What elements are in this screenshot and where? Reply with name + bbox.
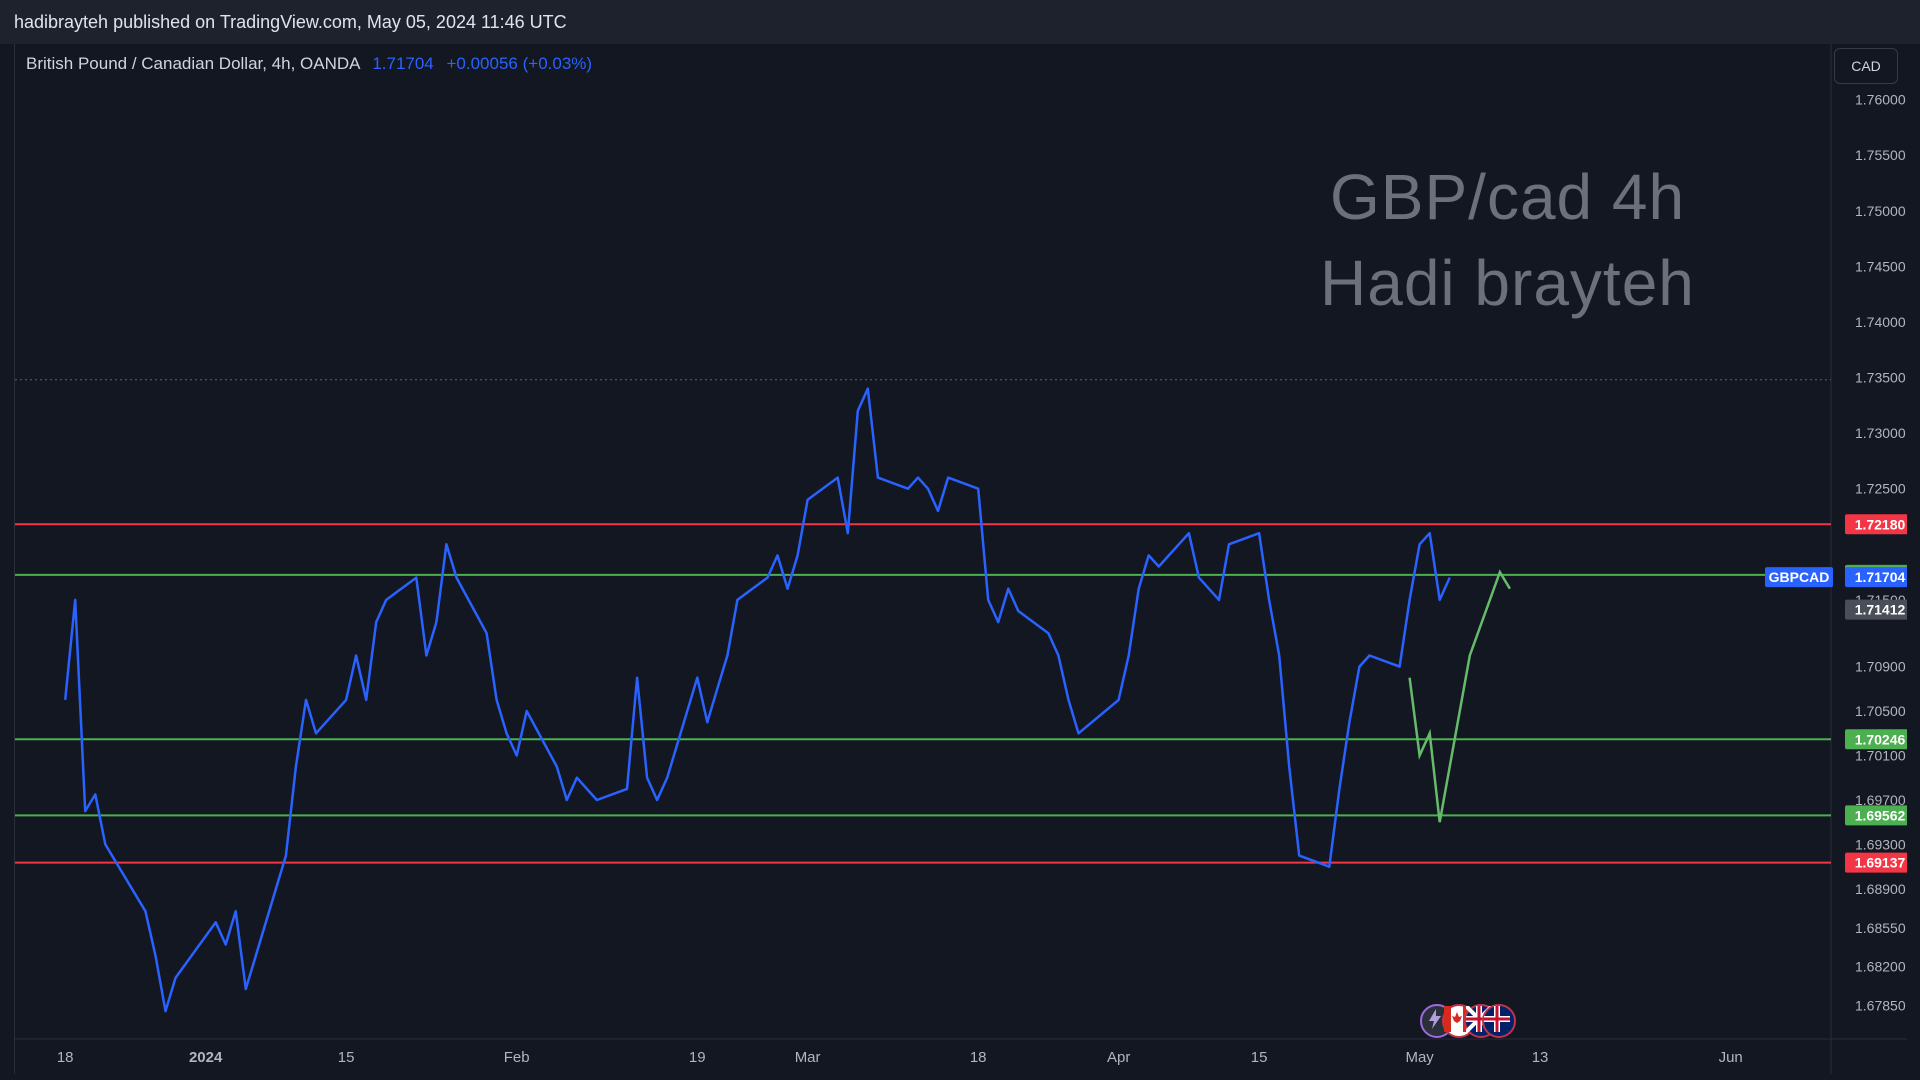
price-chart[interactable]: 1.76000 1.75500 1.75000 1.74500 1.74000 1.735… bbox=[15, 44, 1907, 1074]
grid-layer bbox=[15, 44, 1907, 1074]
x-tick-label: 18 bbox=[970, 1049, 987, 1066]
price-series-line[interactable] bbox=[63, 387, 1451, 1013]
price-change-value: +0.00056 (+0.03%) bbox=[446, 54, 593, 73]
gray-tag-tag[interactable]: 1.71412 bbox=[1845, 599, 1907, 620]
symbol-price-tag-bg bbox=[1765, 567, 1833, 588]
watermark-author: Hadi brayteh bbox=[1320, 247, 1695, 319]
x-tick-label: 13 bbox=[1532, 1049, 1549, 1066]
label-layer: 1.721801.717251.702461.695621.69137GBPCA… bbox=[1765, 514, 1907, 873]
level-price-tag-text: 1.69562 bbox=[1855, 807, 1906, 823]
currency-button[interactable]: CAD bbox=[1834, 48, 1898, 84]
y-tick-label: 1.70500 bbox=[1855, 703, 1906, 719]
last-price-value: 1.71704 bbox=[372, 54, 434, 73]
y-tick-label: 1.68200 bbox=[1855, 959, 1906, 975]
y-tick-label: 1.73000 bbox=[1855, 425, 1906, 441]
y-tick-label: 1.67850 bbox=[1855, 998, 1906, 1014]
publisher-text: hadibrayteh published on TradingView.com… bbox=[14, 12, 567, 32]
x-tick-label: Apr bbox=[1107, 1049, 1130, 1066]
level-price-tag-text: 1.72180 bbox=[1855, 516, 1906, 532]
y-tick-label: 1.68550 bbox=[1855, 920, 1906, 936]
y-tick-label: 1.69700 bbox=[1855, 792, 1906, 808]
symbol-name[interactable]: British Pound / Canadian Dollar, 4h, OAN… bbox=[26, 54, 360, 73]
y-tick-label: 1.76000 bbox=[1855, 92, 1906, 108]
x-tick-label: May bbox=[1405, 1049, 1434, 1066]
level-price-tag[interactable]: 1.69562 bbox=[1845, 805, 1907, 826]
last-price-tag[interactable]: 1.71704 bbox=[1845, 567, 1907, 588]
symbol-price-tag[interactable]: GBPCAD bbox=[1765, 567, 1833, 588]
series-layer bbox=[63, 387, 1511, 1013]
last-price-tag-text: 1.71704 bbox=[1855, 569, 1906, 585]
level-price-tag[interactable]: 1.70246 bbox=[1845, 729, 1907, 750]
x-tick-label: 2024 bbox=[189, 1049, 223, 1066]
uk-flag-icon[interactable] bbox=[1482, 1004, 1516, 1038]
level-price-tag-bg bbox=[1845, 852, 1907, 873]
level-price-tag-bg bbox=[1845, 805, 1907, 826]
level-price-tag-text: 1.70246 bbox=[1855, 731, 1906, 747]
level-price-tag-bg bbox=[1845, 729, 1907, 750]
chart-frame[interactable]: 1.76000 1.75500 1.75000 1.74500 1.74000 1.735… bbox=[14, 44, 1907, 1074]
x-tick-label: 15 bbox=[1251, 1049, 1268, 1066]
y-tick-label: 1.75500 bbox=[1855, 147, 1906, 163]
level-price-tag[interactable]: 1.72180 bbox=[1845, 514, 1907, 535]
y-tick-label: 1.70100 bbox=[1855, 748, 1906, 764]
level-price-tag-text: 1.69137 bbox=[1855, 855, 1906, 871]
gray-tag-tag-bg bbox=[1845, 599, 1907, 620]
y-tick-label: 1.74000 bbox=[1855, 314, 1906, 330]
y-tick-label: 1.70900 bbox=[1855, 659, 1906, 675]
level-price-tag[interactable]: 1.69137 bbox=[1845, 852, 1907, 873]
y-tick-label: 1.74500 bbox=[1855, 258, 1906, 274]
x-tick-label: 18 bbox=[57, 1049, 74, 1066]
gray-tag-tag-text: 1.71412 bbox=[1855, 602, 1906, 618]
y-tick-label: 1.68900 bbox=[1855, 881, 1906, 897]
symbol-legend[interactable]: British Pound / Canadian Dollar, 4h, OAN… bbox=[26, 54, 592, 74]
y-tick-label: 1.72500 bbox=[1855, 481, 1906, 497]
x-tick-label: 15 bbox=[338, 1049, 355, 1066]
x-tick-label: Jun bbox=[1719, 1049, 1743, 1066]
y-tick-label: 1.69300 bbox=[1855, 836, 1906, 852]
y-tick-label: 1.75000 bbox=[1855, 203, 1906, 219]
axis-layer: 1.76000 1.75500 1.75000 1.74500 1.74000 1.735… bbox=[57, 92, 1906, 1066]
symbol-price-tag-text: GBPCAD bbox=[1769, 569, 1830, 585]
last-price-tag-bg bbox=[1845, 567, 1907, 588]
publisher-bar: hadibrayteh published on TradingView.com… bbox=[0, 0, 1920, 44]
x-tick-label: Feb bbox=[504, 1049, 530, 1066]
watermark-title: GBP/cad 4h bbox=[1330, 161, 1686, 233]
projection-path[interactable] bbox=[1408, 569, 1511, 823]
level-price-tag-bg bbox=[1845, 514, 1907, 535]
y-tick-label: 1.73500 bbox=[1855, 370, 1906, 386]
x-tick-label: Mar bbox=[795, 1049, 821, 1066]
level-layer bbox=[15, 379, 1831, 864]
x-tick-label: 19 bbox=[689, 1049, 706, 1066]
